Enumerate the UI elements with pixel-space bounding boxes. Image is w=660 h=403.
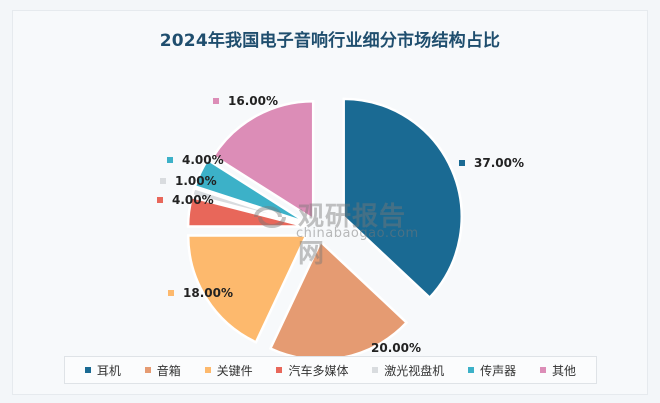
legend-item-laser-disc: 激光视盘机 <box>372 362 444 379</box>
pie-slice-earphone <box>342 97 463 300</box>
legend-item-other: 其他 <box>539 362 576 379</box>
legend-other-swatch-icon <box>539 367 546 373</box>
laser-disc-marker-icon <box>160 178 166 184</box>
other-marker-icon <box>213 98 219 104</box>
legend-item-key-parts: 关键件 <box>204 362 253 379</box>
legend-microphone-swatch-icon <box>468 367 475 373</box>
pie-slice-key-parts <box>186 234 309 344</box>
earphone-marker-icon <box>459 160 465 166</box>
legend-earphone-swatch-icon <box>84 367 91 373</box>
pie-slice-laser-disc <box>190 186 307 226</box>
data-label-car-media: 4.00% <box>157 193 214 207</box>
key-parts-marker-icon <box>168 290 174 296</box>
legend-speaker-swatch-icon <box>144 367 151 373</box>
car-media-marker-icon <box>157 197 163 203</box>
microphone-marker-icon <box>167 157 173 163</box>
data-label-speaker: 20.00% <box>356 341 421 355</box>
data-label-laser-disc: 1.00% <box>160 174 217 188</box>
legend-car-media-swatch-icon <box>276 367 283 373</box>
data-label-earphone: 37.00% <box>459 156 524 170</box>
legend-item-car-media: 汽车多媒体 <box>276 362 348 379</box>
pie-slice-microphone <box>193 157 308 225</box>
data-label-key-parts: 18.00% <box>168 286 233 300</box>
legend-item-microphone: 传声器 <box>468 362 516 379</box>
pie-slice-other <box>211 99 315 222</box>
chart-title: 2024年我国电子音响行业细分市场结构占比 <box>159 31 501 51</box>
data-label-microphone: 4.00% <box>167 153 224 167</box>
legend-key-parts-swatch-icon <box>204 367 211 373</box>
legend-item-earphone: 耳机 <box>84 362 121 379</box>
speaker-marker-icon <box>356 345 362 351</box>
chart-legend: 耳机 音箱 关键件 汽车多媒体 激光视盘机 传声器 其他 <box>64 356 597 384</box>
data-label-other: 16.00% <box>213 94 278 108</box>
legend-laser-disc-swatch-icon <box>372 367 379 373</box>
pie-slice-car-media <box>186 195 307 228</box>
legend-item-speaker: 音箱 <box>144 362 181 379</box>
